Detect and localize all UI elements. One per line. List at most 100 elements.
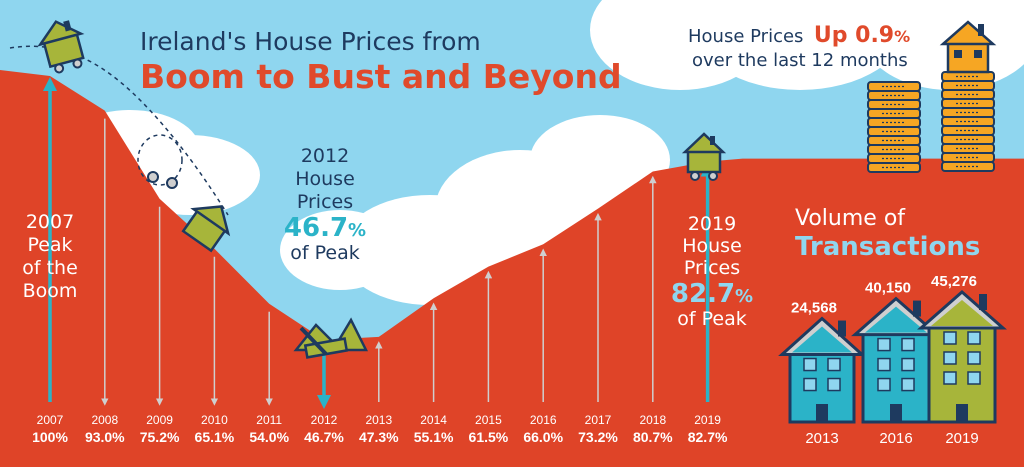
ann-2019-line-3: Prices [684,257,740,279]
coin-icon [867,162,921,173]
wheel-icon [147,171,159,183]
house-icon [37,20,85,74]
ann-2012-pct-value: 46.7 [284,213,348,243]
coin-icon [941,98,995,109]
ann-2019-pct-value: 82.7 [671,279,735,309]
low-2012-annotation: 2012 House Prices 46.7% of Peak [284,145,366,264]
value-label: 61.5% [469,429,509,445]
coin-icon [941,80,995,91]
coin-icon [867,81,921,92]
year-label: 2017 [585,413,612,427]
year-label: 2011 [256,413,282,427]
coin-icon [941,152,995,163]
year-label: 2012 [311,413,338,427]
year-arrows [43,77,715,409]
ann-2012-pct-sign: % [348,220,366,241]
title-line-2: Boom to Bust and Beyond [140,57,622,96]
now-2019-annotation: 2019 House Prices 82.7% of Peak [671,213,753,330]
value-label: 82.7% [688,429,728,445]
volume-house-2013 [778,316,866,424]
cloud-icon [60,0,1024,305]
headline-line-1: House Prices Up 0.9% [688,23,910,48]
bounce-loop [137,134,183,186]
year-label: 2015 [475,413,502,427]
coin-icon [867,99,921,110]
year-label: 2016 [530,413,557,427]
volume-chart: 24,568 2013 40,150 2016 45,276 2019 [778,273,1007,447]
ann-2007-line: of the [22,257,78,279]
volume-title-1: Volume of [795,206,906,231]
headline-prefix: House Prices [688,26,803,47]
volume-year-label: 2013 [805,430,838,447]
ann-2012-line-2: House [295,168,355,190]
coin-icon [867,108,921,119]
ann-2012-line-3: Prices [297,191,353,213]
house-icon [939,20,997,74]
year-label: 2013 [365,413,392,427]
ann-2019-pct-sign: % [735,286,753,307]
year-label: 2019 [694,413,721,427]
title-line-1: Ireland's House Prices from [140,27,481,56]
value-label: 73.2% [578,429,618,445]
coin-stack-icon [867,71,995,173]
house-icon [181,205,231,253]
house-icon [681,132,727,181]
rubble-icon [293,317,369,359]
price-area [0,70,1024,467]
volume-house-2019 [917,290,1007,424]
year-label: 2018 [639,413,666,427]
year-label: 2014 [420,413,447,427]
year-label: 2007 [37,413,64,427]
year-label: 2010 [201,413,228,427]
volume-value-label: 24,568 [791,300,837,317]
coin-icon [867,135,921,146]
ann-2012-pct: 46.7% [284,213,366,243]
year-label: 2008 [91,413,118,427]
ann-2007-line: Boom [23,280,78,302]
ann-2019-line-1: 2019 [688,213,736,235]
volume-year-label: 2016 [879,430,912,447]
axis-labels: 2007 100% 2008 93.0% 2009 75.2% 2010 65.1% 2011 5… [32,413,728,445]
value-label: 54.0% [249,429,289,445]
volume-year-label: 2019 [945,430,978,447]
coin-icon [941,161,995,172]
headline-line-2: over the last 12 months [692,50,908,71]
coin-icon [941,71,995,82]
volume-house-2016 [851,296,941,424]
coin-icon [941,107,995,118]
coin-icon [867,126,921,137]
headline-up: Up 0.9 [814,23,894,48]
ann-2007-line: Peak [27,234,72,256]
ann-2012-line-1: 2012 [301,145,349,167]
value-label: 47.3% [359,429,399,445]
coin-icon [941,125,995,136]
coin-icon [941,89,995,100]
volume-value-label: 40,150 [865,280,911,297]
coin-icon [867,153,921,164]
volume-value-label: 45,276 [931,273,977,290]
coin-icon [941,143,995,154]
value-label: 65.1% [195,429,235,445]
value-label: 100% [32,429,68,445]
value-label: 55.1% [414,429,454,445]
volume-title-2: Transactions [795,232,980,262]
coin-icon [941,116,995,127]
ann-2012-line-5: of Peak [290,242,359,264]
wheel-icon [166,177,178,189]
headline-pct: % [894,27,910,46]
value-label: 80.7% [633,429,673,445]
ann-2007-line: 2007 [26,211,74,233]
value-label: 93.0% [85,429,125,445]
year-label: 2009 [146,413,173,427]
coin-icon [941,134,995,145]
ann-2019-pct: 82.7% [671,279,753,309]
ann-2019-line-2: House [682,235,742,257]
value-label: 66.0% [523,429,563,445]
value-label: 75.2% [140,429,180,445]
coin-icon [867,90,921,101]
ann-2019-line-5: of Peak [677,308,746,330]
coin-icon [867,117,921,128]
